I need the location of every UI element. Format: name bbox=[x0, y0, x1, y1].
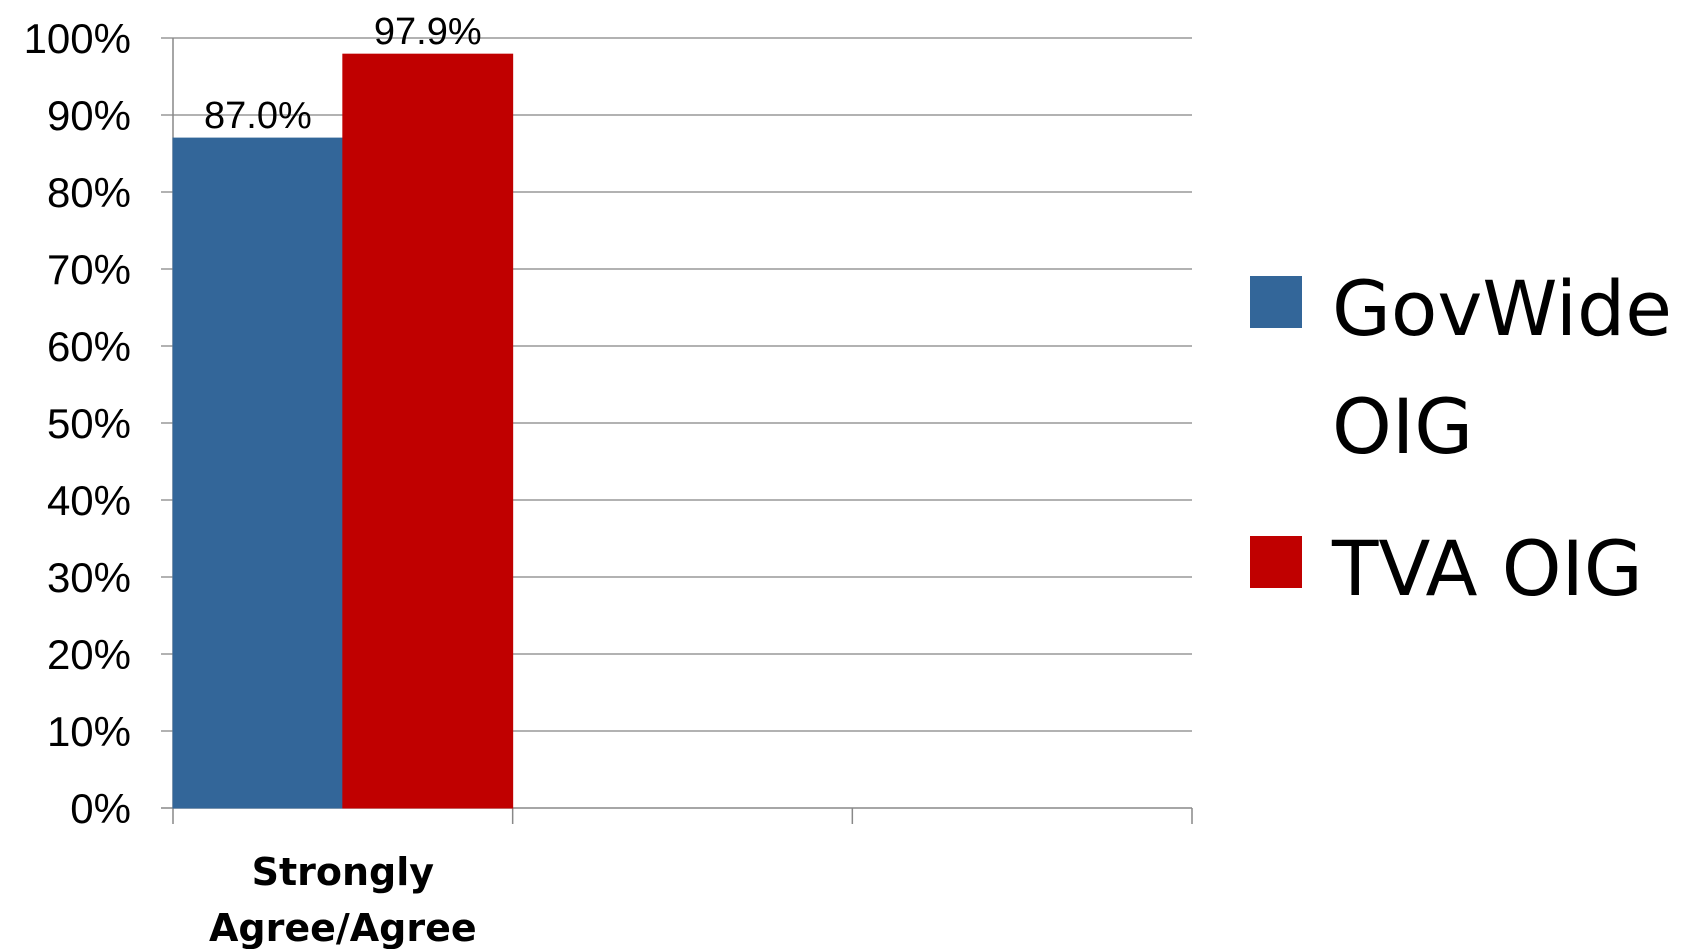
bars bbox=[172, 53, 514, 809]
y-tick-label: 10% bbox=[47, 708, 131, 755]
legend: GovWide OIG TVA OIG bbox=[1250, 250, 1690, 652]
x-category-label: Agree/Agree bbox=[209, 906, 477, 949]
data-labels: 87.0% 97.9% bbox=[204, 11, 482, 137]
y-tick-label: 30% bbox=[47, 554, 131, 601]
legend-item-govwide: GovWide OIG bbox=[1250, 250, 1690, 486]
x-category-label: Strongly bbox=[252, 850, 435, 894]
data-label: 97.9% bbox=[374, 11, 482, 53]
y-tick-label: 60% bbox=[47, 323, 131, 370]
legend-label-govwide: GovWide OIG bbox=[1332, 264, 1672, 471]
legend-item-tva: TVA OIG bbox=[1250, 510, 1690, 628]
bar-tva-oig bbox=[342, 53, 514, 809]
y-tick-label: 50% bbox=[47, 400, 131, 447]
y-tick-label: 80% bbox=[47, 169, 131, 216]
y-tick-label: 20% bbox=[47, 631, 131, 678]
bar-govwide-oig bbox=[172, 137, 344, 809]
y-tick-label: 100% bbox=[24, 15, 131, 62]
y-tick-label: 70% bbox=[47, 246, 131, 293]
y-tick-label: 40% bbox=[47, 477, 131, 524]
y-tick-label: 0% bbox=[70, 785, 131, 832]
legend-label-tva: TVA OIG bbox=[1332, 524, 1643, 613]
data-label: 87.0% bbox=[204, 95, 312, 137]
axes: 0% 10% 20% 30% 40% 50% 60% 70% 80% 90% 100% Strongl… bbox=[24, 15, 1193, 949]
legend-swatch-govwide bbox=[1250, 276, 1302, 328]
legend-swatch-tva bbox=[1250, 536, 1302, 588]
y-tick-label: 90% bbox=[47, 92, 131, 139]
